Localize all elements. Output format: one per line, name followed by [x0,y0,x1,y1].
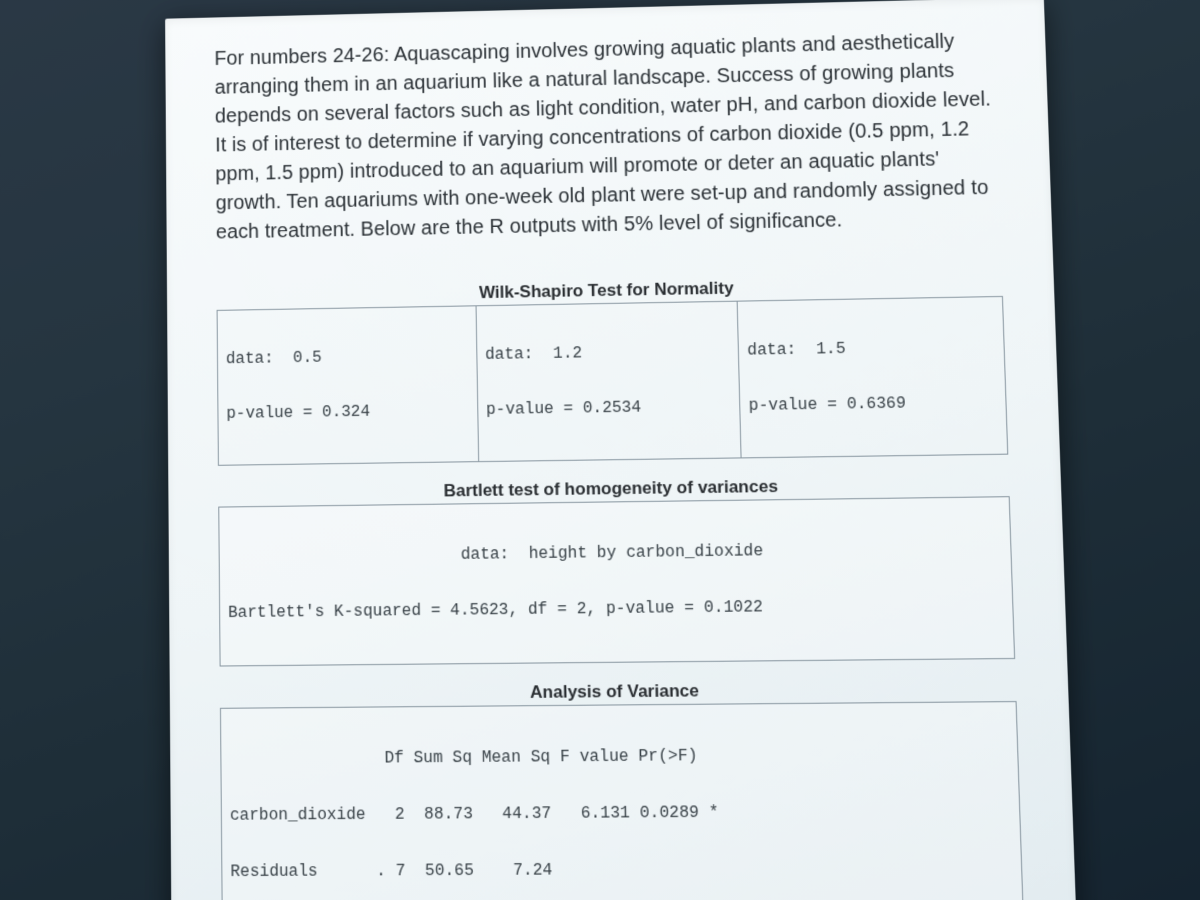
wilk-cell-1: data: 1.2 p-value = 0.2534 [476,302,742,461]
wilk-data-value: 1.2 [553,344,582,363]
bartlett-result-line: Bartlett's K-squared = 4.5623, df = 2, p… [228,595,1004,622]
wilk-data-label: data: [747,340,807,359]
wilk-shapiro-table: data: 0.5 p-value = 0.324 data: 1.2 p-va… [217,296,1009,466]
wilk-p-value: 0.2534 [583,398,642,417]
wilk-p-label: p-value = [749,395,838,415]
wilk-p-value: 0.324 [322,403,370,422]
wilk-cell-0: data: 0.5 p-value = 0.324 [218,306,479,464]
anova-output: Df Sum Sq Mean Sq F value Pr(>F) carbon_… [220,701,1028,900]
bartlett-output: data: height by carbon_dioxide Bartlett'… [218,496,1015,666]
anova-row-carbon-dioxide: carbon_dioxide 2 88.73 44.37 6.131 0.028… [230,801,1011,825]
wilk-p-value: 0.6369 [846,394,906,413]
problem-statement: For numbers 24-26: Aquascaping involves … [214,27,1000,248]
document-page: For numbers 24-26: Aquascaping involves … [165,0,1091,900]
wilk-data-label: data: [485,345,544,364]
anova-row-residuals: Residuals . 7 50.65 7.24 [230,859,1013,882]
bartlett-data-line: data: height by carbon_dioxide [228,539,1003,567]
wilk-p-label: p-value = [486,399,573,419]
anova-header: Df Sum Sq Mean Sq F value Pr(>F) [229,744,1009,769]
wilk-p-label: p-value = [226,403,312,423]
wilk-data-value: 1.5 [816,340,846,359]
wilk-data-value: 0.5 [293,348,322,367]
wilk-data-label: data: [226,349,284,368]
wilk-cell-2: data: 1.5 p-value = 0.6369 [738,297,1007,457]
